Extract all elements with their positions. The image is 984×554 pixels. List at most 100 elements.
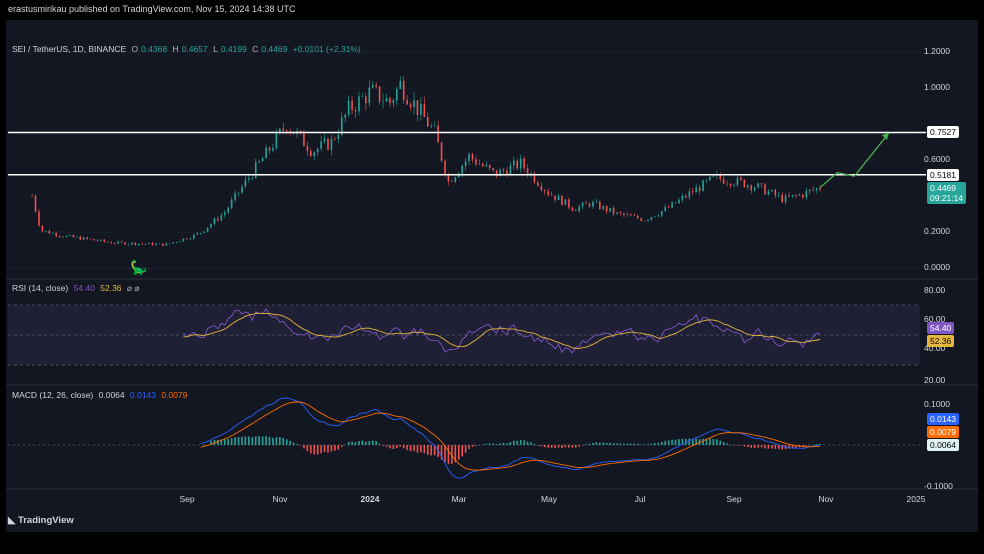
macd-histogram-bar (781, 445, 784, 450)
macd-histogram-bar (664, 440, 667, 445)
candle-body (426, 117, 429, 127)
macd-histogram-bar (220, 439, 223, 445)
candle-body (771, 189, 773, 192)
macd-histogram-bar (605, 442, 608, 445)
macd-histogram-bar (261, 436, 264, 445)
macd-histogram-bar (282, 437, 285, 445)
candle-body (399, 80, 402, 89)
macd-histogram-bar (585, 444, 587, 445)
macd-histogram-bar (378, 443, 381, 445)
candle-body (764, 184, 766, 195)
main-legend: SEI / TetherUS, 1D, BINANCE O 0.4368 H 0.4… (12, 44, 364, 54)
candle-body (784, 195, 787, 203)
macd-histogram-bar (526, 441, 529, 445)
candle-body (158, 243, 161, 245)
candle-body (334, 138, 336, 140)
candle-body (141, 243, 143, 245)
candle-body (574, 210, 577, 211)
candle-body (815, 188, 818, 191)
candle-body (137, 243, 140, 246)
macd-histogram-bar (385, 445, 388, 447)
candle-body (31, 196, 33, 197)
macd-histogram-bar (217, 439, 219, 445)
candle-body (633, 215, 636, 217)
candle-body (237, 192, 240, 194)
macd-histogram-bar (509, 442, 512, 445)
candle-body (568, 199, 570, 208)
macd-histogram-bar (306, 445, 309, 452)
macd-histogram-bar (413, 445, 415, 452)
macd-histogram-bar (513, 440, 515, 445)
macd-histogram-bar (482, 444, 484, 445)
candle-body (396, 88, 398, 101)
macd-histogram-bar (285, 439, 288, 445)
candle-body (309, 151, 312, 156)
candle-body (347, 100, 350, 115)
candle-body (685, 195, 687, 198)
candle-body (798, 194, 801, 196)
rsi-legend: RSI (14, close) 54.40 52.36 ⌀ ⌀ (12, 283, 143, 294)
macd-histogram-bar (767, 445, 770, 449)
macd-histogram-bar (609, 442, 611, 445)
macd-histogram-bar (805, 445, 808, 446)
macd-histogram-bar (722, 442, 725, 445)
macd-histogram-bar (506, 443, 508, 445)
candle-body (688, 191, 691, 198)
tradingview-logo[interactable]: ◣ TradingView (8, 515, 74, 526)
candle-body (578, 206, 580, 211)
candle-body (113, 243, 116, 244)
candle-body (678, 199, 680, 204)
candle-body (124, 242, 126, 245)
x-label-2025: 2025 (906, 494, 926, 504)
candle-body (740, 177, 742, 180)
macd-histogram-bar (495, 444, 498, 445)
macd-histogram-bar (654, 443, 656, 445)
macd-histogram-bar (426, 445, 429, 455)
level-tag-0.5181: 0.5181 (927, 169, 959, 181)
candle-body (148, 242, 150, 244)
rsi-value: 54.40 (73, 283, 95, 293)
x-label-sep: Sep (179, 494, 195, 504)
tv-mark-icon: ◣ (8, 515, 18, 526)
macd-histogram-bar (592, 442, 594, 445)
macd-histogram-bar (574, 445, 577, 448)
macd-histogram-bar (227, 439, 230, 445)
candle-body (612, 208, 615, 214)
rsi-label-80: 80.00 (924, 285, 946, 295)
macd-histogram-bar (626, 443, 629, 445)
macd-histogram-bar (729, 444, 732, 446)
candle-body (767, 191, 770, 195)
candle-body (492, 168, 494, 171)
candle-body (193, 234, 195, 239)
candle-body (323, 138, 326, 142)
candle-body (461, 165, 463, 174)
macd-histogram-bar (671, 439, 673, 445)
candle-body (79, 236, 82, 240)
level-tag-0.7527: 0.7527 (927, 126, 959, 138)
candle-body (482, 164, 484, 167)
candle-body (385, 98, 388, 102)
macd-histogram-bar (275, 437, 278, 445)
macd-histogram-bar (488, 443, 491, 445)
macd-label-0.1: 0.1000 (924, 399, 950, 409)
macd-histogram-bar (740, 445, 742, 446)
candle-body (444, 160, 446, 175)
macd-histogram-bar (254, 436, 257, 445)
low-label: L (213, 44, 218, 54)
candle-body (199, 232, 202, 234)
macd-histogram-bar (674, 439, 677, 445)
candle-body (623, 213, 625, 215)
candle-body (447, 174, 450, 182)
macd-histogram-bar (519, 439, 522, 445)
candle-body (172, 242, 174, 244)
candle-body (272, 147, 274, 151)
candle-body (660, 210, 663, 216)
candle-body (619, 212, 622, 214)
candle-body (454, 177, 457, 182)
macd-histogram-bar (547, 445, 550, 448)
candle-body (743, 179, 746, 188)
price-label-0.0: 0.0000 (924, 262, 950, 272)
candle-body (781, 194, 784, 203)
macd-histogram-bar (416, 445, 419, 453)
